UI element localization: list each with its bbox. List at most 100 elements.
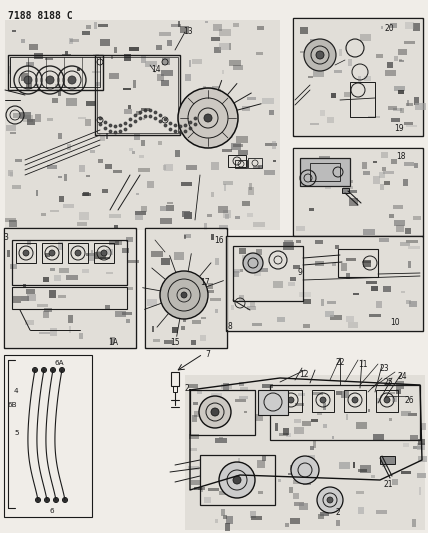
Bar [348, 322, 358, 328]
Circle shape [233, 476, 241, 484]
Bar [129, 148, 133, 151]
Bar [332, 437, 334, 439]
Bar [83, 192, 89, 196]
Bar [215, 438, 227, 442]
Circle shape [199, 396, 231, 428]
Bar [37, 304, 48, 307]
Bar [19, 89, 22, 92]
Bar [62, 204, 74, 207]
Text: 5: 5 [14, 430, 19, 436]
Bar [398, 49, 407, 54]
Bar [211, 192, 214, 197]
Bar [358, 469, 367, 472]
Bar [64, 174, 67, 181]
Bar [82, 269, 89, 273]
Bar [310, 163, 340, 181]
Bar [122, 248, 129, 253]
Bar [10, 132, 16, 134]
Bar [379, 172, 385, 177]
Bar [147, 299, 157, 306]
Bar [59, 176, 62, 179]
Bar [282, 242, 294, 250]
Bar [219, 29, 231, 36]
Bar [410, 435, 418, 440]
Bar [192, 59, 202, 64]
Bar [128, 287, 133, 290]
Bar [152, 251, 163, 256]
Bar [405, 228, 411, 234]
Bar [394, 220, 404, 226]
Bar [135, 215, 143, 220]
Bar [360, 465, 371, 473]
Text: 26: 26 [405, 396, 415, 405]
Bar [363, 171, 370, 175]
Bar [374, 176, 380, 184]
Bar [43, 277, 49, 282]
Bar [128, 106, 131, 109]
Bar [253, 271, 261, 276]
Bar [100, 256, 110, 259]
Bar [201, 488, 203, 492]
Bar [145, 228, 227, 348]
Circle shape [384, 397, 390, 403]
Bar [324, 403, 326, 410]
Bar [285, 523, 289, 527]
Bar [49, 290, 56, 298]
Bar [182, 211, 190, 217]
Bar [231, 305, 234, 310]
Bar [414, 163, 418, 168]
Bar [161, 259, 170, 265]
Bar [398, 90, 404, 94]
Bar [162, 58, 170, 65]
Bar [5, 20, 280, 230]
Bar [233, 270, 240, 273]
Bar [226, 236, 423, 331]
Bar [324, 185, 331, 189]
Bar [284, 240, 292, 247]
Bar [4, 228, 136, 348]
Bar [363, 230, 374, 235]
Bar [247, 213, 253, 217]
Circle shape [54, 497, 59, 503]
Bar [113, 170, 122, 173]
Bar [27, 119, 35, 125]
Bar [10, 172, 13, 177]
Bar [253, 166, 260, 169]
Bar [392, 397, 397, 402]
Bar [339, 49, 342, 55]
Circle shape [75, 250, 81, 256]
Bar [205, 21, 208, 23]
Bar [236, 136, 248, 142]
Bar [294, 149, 422, 235]
Bar [385, 70, 395, 76]
Bar [79, 333, 83, 340]
Bar [258, 390, 288, 415]
Bar [248, 187, 254, 195]
Bar [377, 510, 387, 514]
Bar [143, 118, 145, 120]
Bar [368, 409, 370, 412]
Bar [381, 151, 388, 158]
Bar [219, 437, 223, 439]
Bar [95, 82, 100, 86]
Bar [247, 306, 256, 310]
Bar [204, 497, 211, 503]
Bar [90, 150, 95, 153]
Bar [190, 448, 197, 451]
Bar [44, 308, 52, 312]
Bar [371, 286, 378, 291]
Bar [21, 72, 28, 80]
Bar [234, 271, 239, 278]
Text: 1A: 1A [108, 338, 118, 347]
Bar [225, 214, 229, 219]
Bar [379, 238, 389, 243]
Bar [106, 133, 108, 139]
Bar [293, 265, 300, 269]
Bar [235, 160, 247, 168]
Bar [417, 443, 425, 450]
Bar [160, 70, 172, 76]
Bar [188, 466, 199, 470]
Bar [296, 240, 301, 243]
Text: 20: 20 [385, 24, 395, 33]
Bar [233, 23, 239, 27]
